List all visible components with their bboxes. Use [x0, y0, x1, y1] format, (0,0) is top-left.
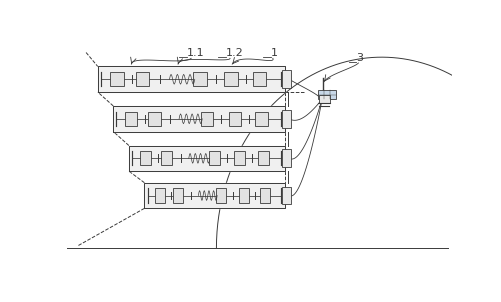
Bar	[318, 95, 329, 102]
Bar	[253, 72, 266, 86]
Bar	[258, 151, 269, 165]
Bar	[160, 151, 172, 165]
Bar	[281, 110, 291, 128]
Bar	[110, 72, 124, 86]
Bar	[135, 72, 149, 86]
Bar	[317, 90, 336, 99]
Bar	[173, 188, 183, 203]
Bar	[154, 188, 164, 203]
Text: 1.1: 1.1	[187, 48, 204, 58]
Bar	[200, 112, 213, 126]
Bar	[148, 112, 160, 126]
Bar	[281, 187, 291, 204]
Polygon shape	[144, 183, 284, 208]
Bar	[281, 149, 291, 167]
Bar	[238, 188, 248, 203]
Text: 1: 1	[271, 48, 278, 58]
Text: 3: 3	[356, 53, 363, 63]
Bar	[125, 112, 137, 126]
Bar	[228, 112, 241, 126]
Bar	[260, 188, 270, 203]
Bar	[216, 188, 226, 203]
Bar	[223, 72, 237, 86]
Bar	[193, 72, 206, 86]
Bar	[255, 112, 267, 126]
Bar	[233, 151, 244, 165]
Bar	[140, 151, 151, 165]
Polygon shape	[113, 106, 284, 132]
Polygon shape	[98, 66, 284, 92]
Polygon shape	[129, 146, 284, 171]
Text: 1.2: 1.2	[226, 48, 243, 58]
Bar	[281, 70, 291, 88]
Bar	[208, 151, 219, 165]
